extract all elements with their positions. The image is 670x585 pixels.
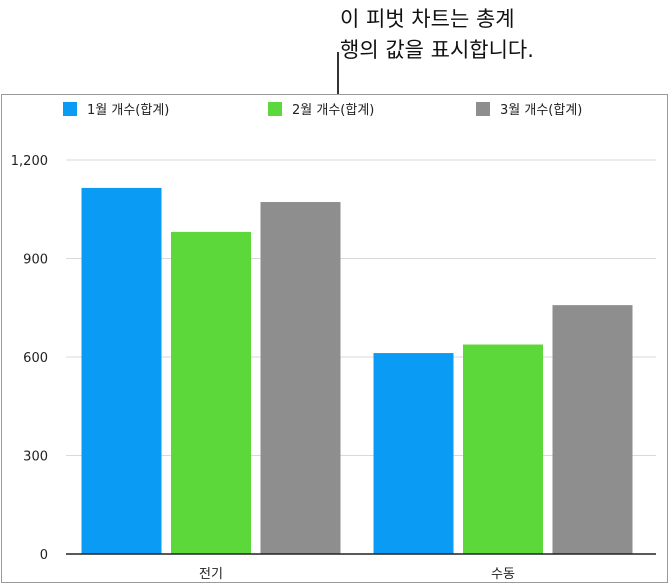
x-tick-label: 수동 bbox=[491, 567, 515, 582]
callout-line-2: 행의 값을 표시합니다. bbox=[340, 38, 534, 62]
y-tick-label: 1,200 bbox=[11, 154, 48, 169]
bar-1-1 bbox=[81, 187, 162, 555]
legend-label-3: 3월 개수(합계) bbox=[500, 103, 582, 118]
bar-3-2 bbox=[552, 305, 633, 554]
bar-1-2 bbox=[373, 353, 454, 554]
legend-swatch-1 bbox=[63, 102, 77, 116]
legend-label-1: 1월 개수(합계) bbox=[87, 103, 169, 118]
y-tick-label: 300 bbox=[23, 450, 48, 465]
bar-2-2 bbox=[463, 344, 543, 554]
x-tick-label: 전기 bbox=[199, 567, 223, 582]
callout-leader-line bbox=[337, 52, 339, 94]
callout-line-1: 이 피벗 차트는 총계 bbox=[340, 7, 515, 31]
legend-label-2: 2월 개수(합계) bbox=[292, 103, 374, 118]
legend-swatch-2 bbox=[268, 102, 282, 116]
legend-swatch-3 bbox=[476, 102, 490, 116]
callout-text: 이 피벗 차트는 총계 행의 값을 표시합니다. bbox=[340, 4, 534, 66]
y-tick-label: 600 bbox=[23, 351, 48, 366]
y-tick-label: 0 bbox=[40, 548, 48, 563]
bar-3-1 bbox=[260, 202, 341, 554]
y-tick-label: 900 bbox=[23, 253, 48, 268]
bar-2-1 bbox=[171, 231, 251, 554]
